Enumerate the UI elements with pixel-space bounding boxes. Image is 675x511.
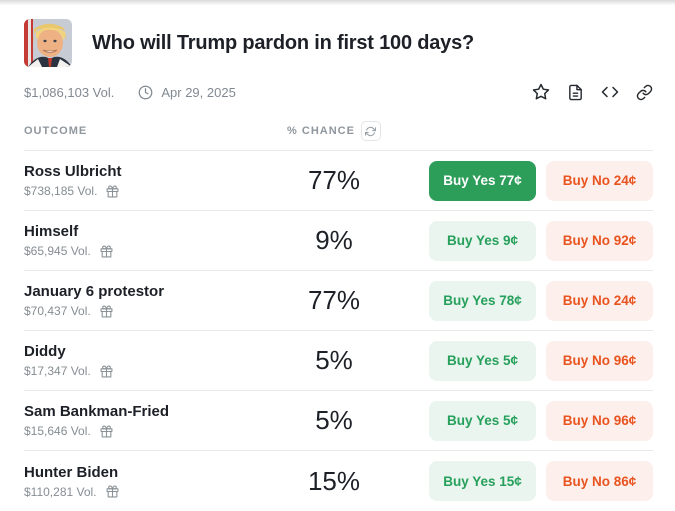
buy-no-button[interactable]: Buy No 96¢ <box>546 340 653 381</box>
outcome-cell: Sam Bankman-Fried $15,646 Vol. <box>24 403 239 438</box>
buy-yes-button[interactable]: Buy Yes 9¢ <box>429 220 536 261</box>
outcome-name: Sam Bankman-Fried <box>24 403 170 420</box>
buy-no-button[interactable]: Buy No 24¢ <box>546 160 653 201</box>
outcome-cell: January 6 protestor $70,437 Vol. <box>24 283 239 318</box>
link-icon[interactable] <box>636 84 653 101</box>
star-icon[interactable] <box>532 83 550 101</box>
market-action-icons <box>532 83 653 101</box>
outcome-row: Sam Bankman-Fried $15,646 Vol. 5% Buy Ye… <box>24 391 653 451</box>
chance-value: 15% <box>307 465 361 496</box>
outcome-cell: Himself $65,945 Vol. <box>24 223 239 258</box>
gift-icon[interactable] <box>106 185 119 198</box>
outcome-volume: $15,646 Vol. <box>24 424 91 438</box>
outcome-cell: Hunter Biden $110,281 Vol. <box>24 464 239 499</box>
outcome-name: Himself <box>24 223 79 240</box>
refresh-icon[interactable] <box>360 121 381 141</box>
chance-value: 9% <box>315 225 353 255</box>
outcome-volume: $738,185 Vol. <box>24 184 98 198</box>
outcome-volume: $70,437 Vol. <box>24 304 91 318</box>
outcome-column-header: OUTCOME <box>24 125 88 137</box>
table-header: OUTCOME % CHANCE <box>24 121 653 151</box>
market-avatar <box>24 19 72 67</box>
outcome-row: Ross Ulbricht $738,185 Vol. 77% Buy Yes … <box>24 151 653 211</box>
outcome-row: Hunter Biden $110,281 Vol. 15% Buy Yes 1… <box>24 451 653 511</box>
outcome-cell: Diddy $17,347 Vol. <box>24 343 239 378</box>
buy-no-button[interactable]: Buy No 24¢ <box>546 280 653 321</box>
gift-icon[interactable] <box>100 365 113 378</box>
gift-icon[interactable] <box>100 245 113 258</box>
outcome-name: Ross Ulbricht <box>24 163 122 180</box>
market-meta-row: $1,086,103 Vol. Apr 29, 2025 <box>0 67 675 101</box>
outcome-row: Diddy $17,347 Vol. 5% Buy Yes 5¢ Buy No … <box>24 331 653 391</box>
chance-value: 77% <box>307 165 361 195</box>
page-title: Who will Trump pardon in first 100 days? <box>92 31 475 54</box>
chance-value: 5% <box>315 345 353 375</box>
outcome-volume: $17,347 Vol. <box>24 364 91 378</box>
buy-yes-button[interactable]: Buy Yes 77¢ <box>429 160 536 201</box>
buy-yes-button[interactable]: Buy Yes 15¢ <box>429 461 536 501</box>
outcome-name: Diddy <box>24 343 66 360</box>
buy-yes-button[interactable]: Buy Yes 5¢ <box>429 400 536 441</box>
trump-portrait-image <box>24 19 72 67</box>
market-stats: $1,086,103 Vol. Apr 29, 2025 <box>24 85 236 100</box>
outcome-volume: $110,281 Vol. <box>24 484 97 499</box>
market-header: Who will Trump pardon in first 100 days? <box>0 5 675 67</box>
document-icon[interactable] <box>567 84 584 101</box>
chance-column-header: % CHANCE <box>287 125 355 137</box>
outcome-list: Ross Ulbricht $738,185 Vol. 77% Buy Yes … <box>24 151 653 511</box>
clock-icon <box>138 85 153 100</box>
chance-value: 77% <box>307 285 361 315</box>
gift-icon[interactable] <box>100 305 113 318</box>
outcome-volume: $65,945 Vol. <box>24 244 91 258</box>
code-icon[interactable] <box>601 83 619 101</box>
buy-no-button[interactable]: Buy No 86¢ <box>546 461 653 501</box>
buy-yes-button[interactable]: Buy Yes 5¢ <box>429 340 536 381</box>
buy-no-button[interactable]: Buy No 92¢ <box>546 220 653 261</box>
top-scroll-shadow <box>0 0 675 5</box>
outcome-cell: Ross Ulbricht $738,185 Vol. <box>24 163 239 198</box>
outcome-name: Hunter Biden <box>24 463 119 481</box>
gift-icon[interactable] <box>106 485 119 498</box>
outcome-row: January 6 protestor $70,437 Vol. 77% Buy… <box>24 271 653 331</box>
end-date-label: Apr 29, 2025 <box>161 84 236 100</box>
buy-no-button[interactable]: Buy No 96¢ <box>546 400 653 441</box>
chance-value: 5% <box>315 405 353 435</box>
buy-yes-button[interactable]: Buy Yes 78¢ <box>429 280 536 321</box>
outcome-name: January 6 protestor <box>24 283 165 300</box>
outcome-row: Himself $65,945 Vol. 9% Buy Yes 9¢ Buy N… <box>24 211 653 271</box>
gift-icon[interactable] <box>100 425 113 438</box>
volume-label: $1,086,103 Vol. <box>24 84 115 100</box>
